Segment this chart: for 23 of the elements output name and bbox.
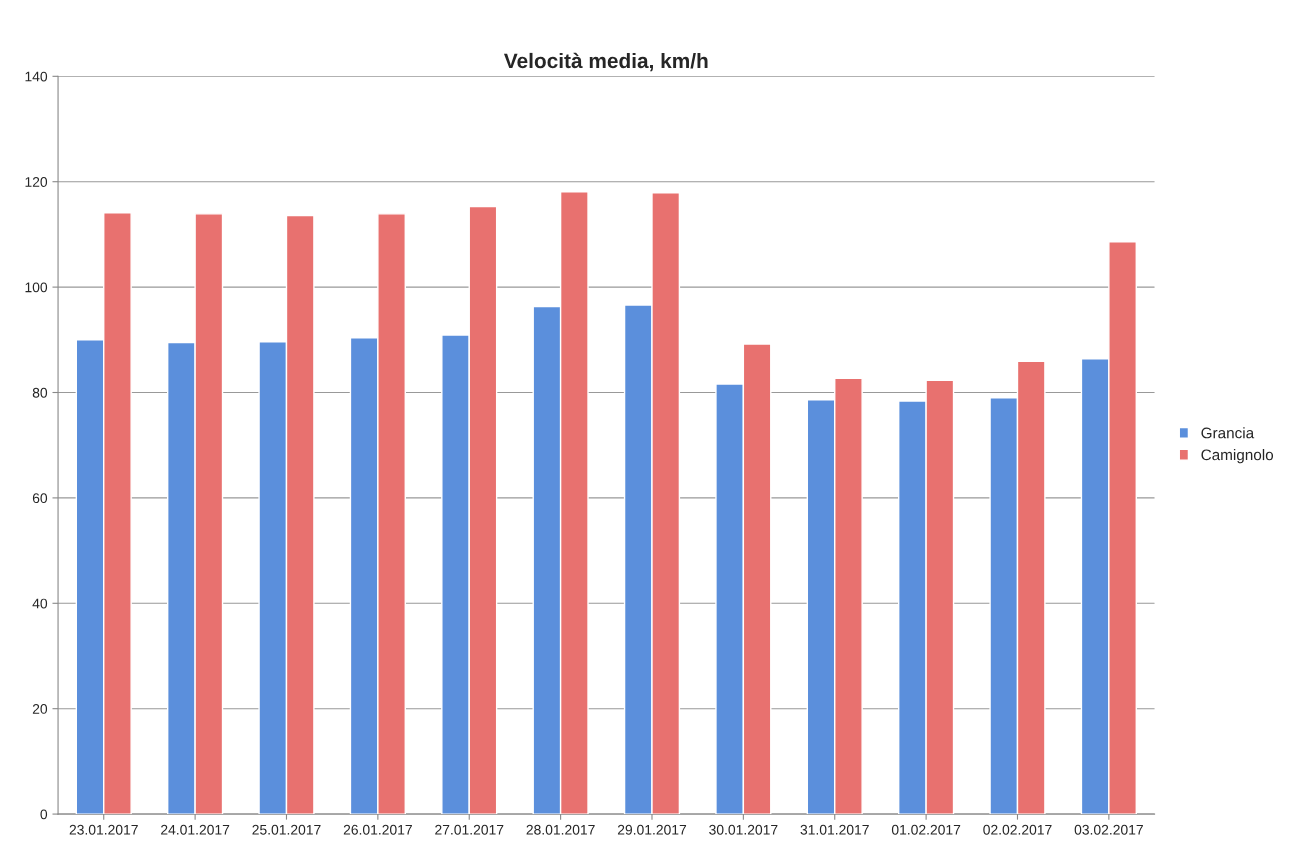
y-tick-label: 20 xyxy=(32,704,48,714)
legend-label: Camignolo xyxy=(1201,449,1274,464)
y-tick-label: 80 xyxy=(32,387,48,398)
x-tick-label: 01.02.2017 xyxy=(891,824,961,835)
x-tick-label: 23.01.2017 xyxy=(69,824,138,835)
x-tick-label: 29.01.2017 xyxy=(617,824,687,835)
y-tick-label: 140 xyxy=(25,71,48,82)
y-tick-label: 60 xyxy=(32,493,48,504)
legend-label: Grancia xyxy=(1201,427,1255,439)
x-tick-label: 03.02.2017 xyxy=(1074,824,1143,835)
x-tick-label: 31.01.2017 xyxy=(800,824,869,835)
y-tick-label: 100 xyxy=(25,282,48,293)
chart-title: Velocità media, km/h xyxy=(503,52,708,72)
x-tick-label: 30.01.2017 xyxy=(709,824,778,835)
x-tick-label: 02.02.2017 xyxy=(983,824,1052,835)
y-tick-label: 120 xyxy=(25,177,48,187)
x-tick-label: 28.01.2017 xyxy=(526,824,595,835)
y-tick-label: 40 xyxy=(32,598,48,609)
x-tick-label: 26.01.2017 xyxy=(343,824,412,835)
x-tick-label: 25.01.2017 xyxy=(252,824,321,835)
x-tick-label: 24.01.2017 xyxy=(161,824,230,835)
x-tick-label: 27.01.2017 xyxy=(435,824,504,835)
y-tick-label: 0 xyxy=(40,809,48,820)
